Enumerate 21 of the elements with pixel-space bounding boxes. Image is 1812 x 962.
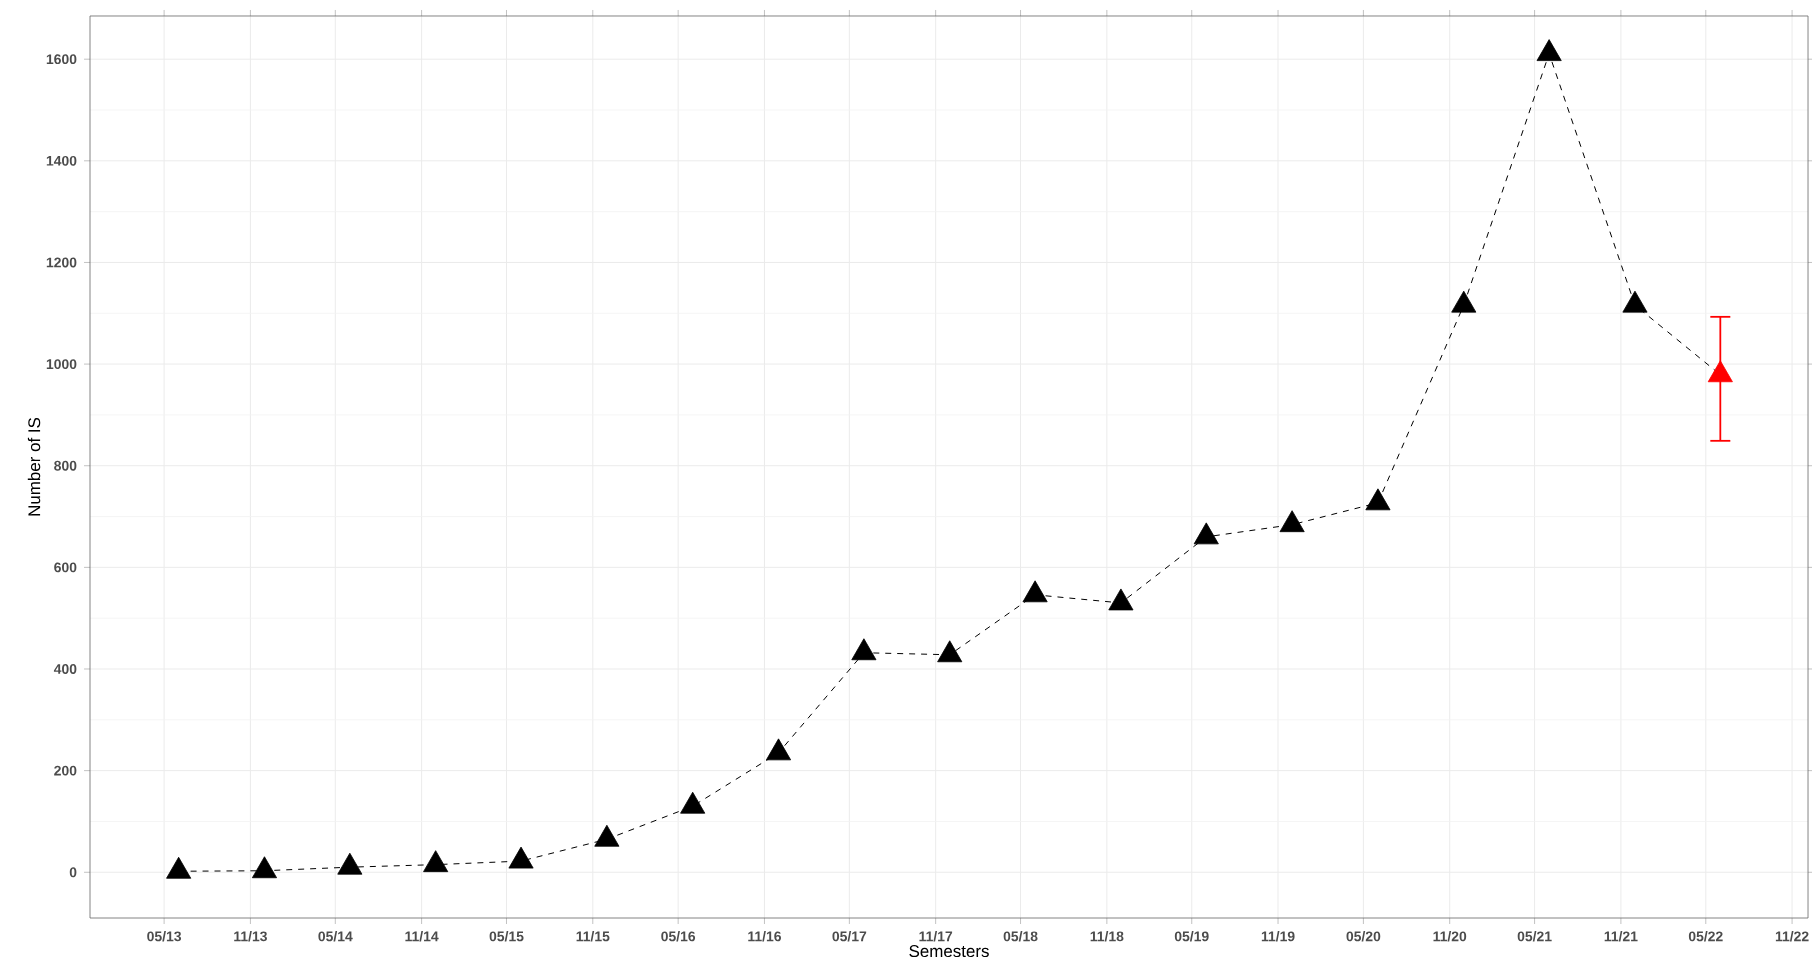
point [851,638,877,661]
point [1622,290,1648,313]
point [251,856,277,879]
point [594,824,620,847]
point [1193,522,1219,545]
point [1108,588,1134,611]
point [1707,360,1733,383]
point [337,852,363,875]
point [1365,488,1391,511]
point [1451,290,1477,313]
x-axis-title: Semesters [909,945,989,958]
point [508,846,534,869]
y-axis-title: Number of IS [27,417,41,516]
point [423,850,449,873]
point [1279,510,1305,533]
point [680,791,706,814]
point [1536,39,1562,61]
point [766,738,792,761]
point [1022,580,1048,603]
point [166,856,192,879]
point [937,640,963,663]
